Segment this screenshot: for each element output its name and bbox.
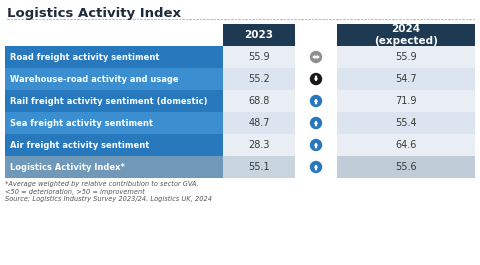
Bar (223, 134, 295, 156)
Text: 55.9: 55.9 (248, 52, 270, 62)
Bar (223, 112, 295, 134)
Text: 2023: 2023 (244, 30, 274, 40)
Text: 2024
(expected): 2024 (expected) (374, 24, 438, 46)
Bar (337, 24, 475, 46)
Text: Warehouse-road activity and usage: Warehouse-road activity and usage (10, 74, 179, 83)
Bar (337, 46, 475, 68)
FancyArrow shape (315, 76, 317, 81)
Bar (223, 68, 295, 90)
Text: 28.3: 28.3 (248, 140, 270, 150)
Bar (223, 24, 295, 46)
Bar (5, 112, 223, 134)
FancyArrow shape (315, 121, 317, 126)
Text: Logistics Activity Index*: Logistics Activity Index* (10, 162, 125, 171)
Text: Source: Logistics Industry Survey 2023/24. Logistics UK, 2024: Source: Logistics Industry Survey 2023/2… (5, 196, 212, 202)
Bar (223, 156, 295, 178)
Bar (337, 68, 475, 90)
FancyArrow shape (315, 165, 317, 170)
FancyArrow shape (315, 143, 317, 148)
Text: 55.6: 55.6 (395, 162, 417, 172)
Circle shape (311, 95, 322, 107)
Bar (337, 112, 475, 134)
Bar (223, 90, 295, 112)
Bar (337, 134, 475, 156)
Text: Sea freight activity sentiment: Sea freight activity sentiment (10, 118, 153, 127)
Text: 54.7: 54.7 (395, 74, 417, 84)
Bar (5, 134, 223, 156)
Circle shape (311, 161, 322, 173)
Circle shape (311, 139, 322, 151)
Bar (5, 68, 223, 90)
FancyArrow shape (314, 56, 319, 58)
Bar (337, 90, 475, 112)
Text: Rail freight activity sentiment (domestic): Rail freight activity sentiment (domesti… (10, 96, 207, 105)
FancyArrow shape (313, 56, 317, 58)
Text: *Average weighted by relative contribution to sector GVA.: *Average weighted by relative contributi… (5, 181, 199, 187)
Text: Road freight activity sentiment: Road freight activity sentiment (10, 52, 159, 61)
Bar (5, 90, 223, 112)
Text: 71.9: 71.9 (395, 96, 417, 106)
Circle shape (311, 117, 322, 129)
Bar (337, 156, 475, 178)
Text: 64.6: 64.6 (396, 140, 417, 150)
Text: <50 = deterioration, >50 = improvement: <50 = deterioration, >50 = improvement (5, 188, 145, 195)
Bar (5, 156, 223, 178)
Text: 55.2: 55.2 (248, 74, 270, 84)
Bar (223, 46, 295, 68)
Bar (5, 46, 223, 68)
Circle shape (311, 73, 322, 85)
FancyArrow shape (315, 99, 317, 104)
Circle shape (311, 51, 322, 63)
Text: 55.4: 55.4 (395, 118, 417, 128)
Text: Logistics Activity Index: Logistics Activity Index (7, 7, 181, 20)
Text: 68.8: 68.8 (248, 96, 270, 106)
Text: 55.9: 55.9 (395, 52, 417, 62)
Text: 55.1: 55.1 (248, 162, 270, 172)
Text: Air freight activity sentiment: Air freight activity sentiment (10, 140, 149, 149)
Text: 48.7: 48.7 (248, 118, 270, 128)
